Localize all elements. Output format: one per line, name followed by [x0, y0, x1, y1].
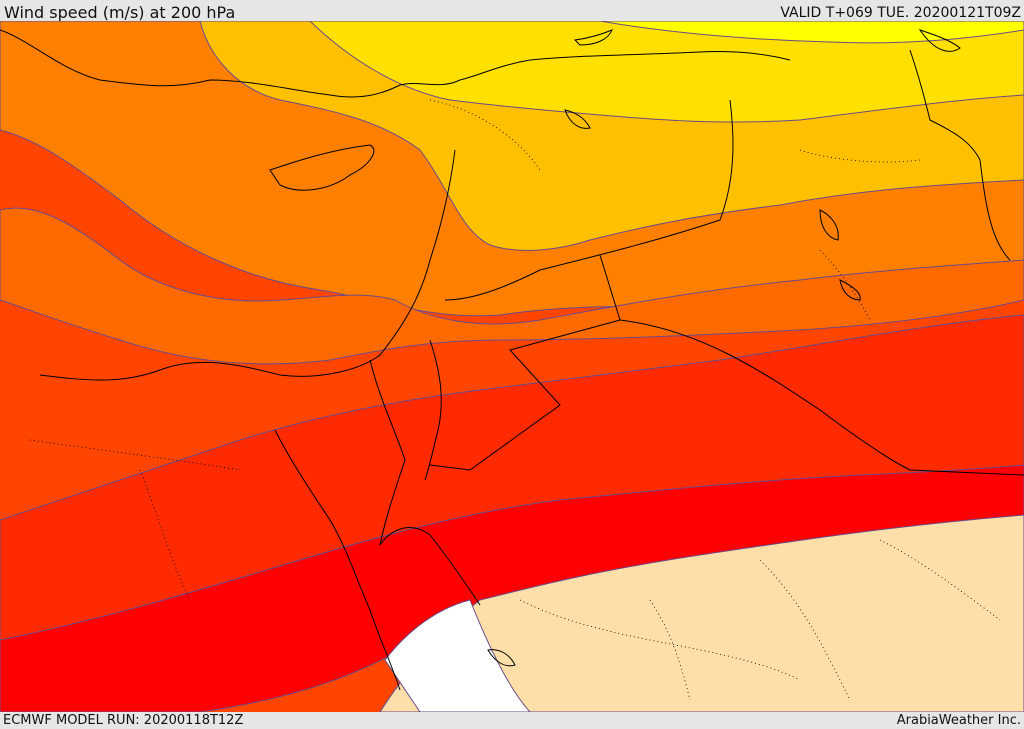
- band-gold: [309, 21, 1024, 123]
- band-white: [384, 599, 531, 712]
- wind-speed-map: [0, 21, 1024, 712]
- islands: [487, 29, 961, 667]
- coastlines: [0, 29, 1024, 691]
- band-dark-orange: [0, 207, 1024, 365]
- model-run: ECMWF MODEL RUN: 20200118T12Z: [3, 713, 244, 728]
- brand-label: ArabiaWeather Inc.: [896, 713, 1021, 728]
- valid-time: VALID T+069 TUE. 20200121T09Z: [780, 5, 1021, 21]
- band-yellow: [599, 21, 1024, 44]
- internal-borders: [29, 99, 1001, 701]
- map-title: Wind speed (m/s) at 200 hPa: [4, 3, 236, 22]
- footer-bar: ECMWF MODEL RUN: 20200118T12Z ArabiaWeat…: [0, 712, 1024, 729]
- header-bar: Wind speed (m/s) at 200 hPa VALID T+069 …: [0, 0, 1024, 22]
